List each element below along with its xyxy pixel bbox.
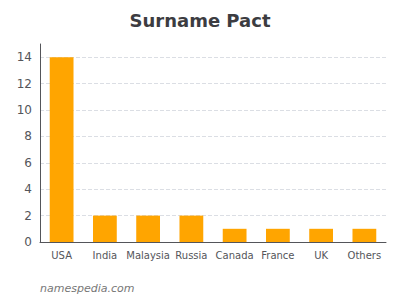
svg-text:India: India [93, 250, 118, 261]
svg-text:6: 6 [24, 156, 32, 170]
svg-text:8: 8 [24, 129, 32, 143]
svg-text:10: 10 [17, 103, 32, 117]
svg-text:namespedia.com: namespedia.com [40, 282, 134, 295]
svg-text:Malaysia: Malaysia [126, 250, 170, 261]
svg-text:Surname Pact: Surname Pact [130, 10, 271, 31]
svg-text:France: France [261, 250, 294, 261]
svg-text:USA: USA [51, 250, 72, 261]
svg-text:2: 2 [24, 209, 32, 223]
svg-text:Russia: Russia [175, 250, 207, 261]
svg-text:14: 14 [17, 50, 32, 64]
svg-text:Canada: Canada [216, 250, 254, 261]
svg-text:12: 12 [17, 77, 32, 91]
svg-text:UK: UK [314, 250, 328, 261]
svg-text:0: 0 [24, 235, 32, 249]
svg-text:4: 4 [24, 182, 32, 196]
svg-text:Others: Others [348, 250, 382, 261]
